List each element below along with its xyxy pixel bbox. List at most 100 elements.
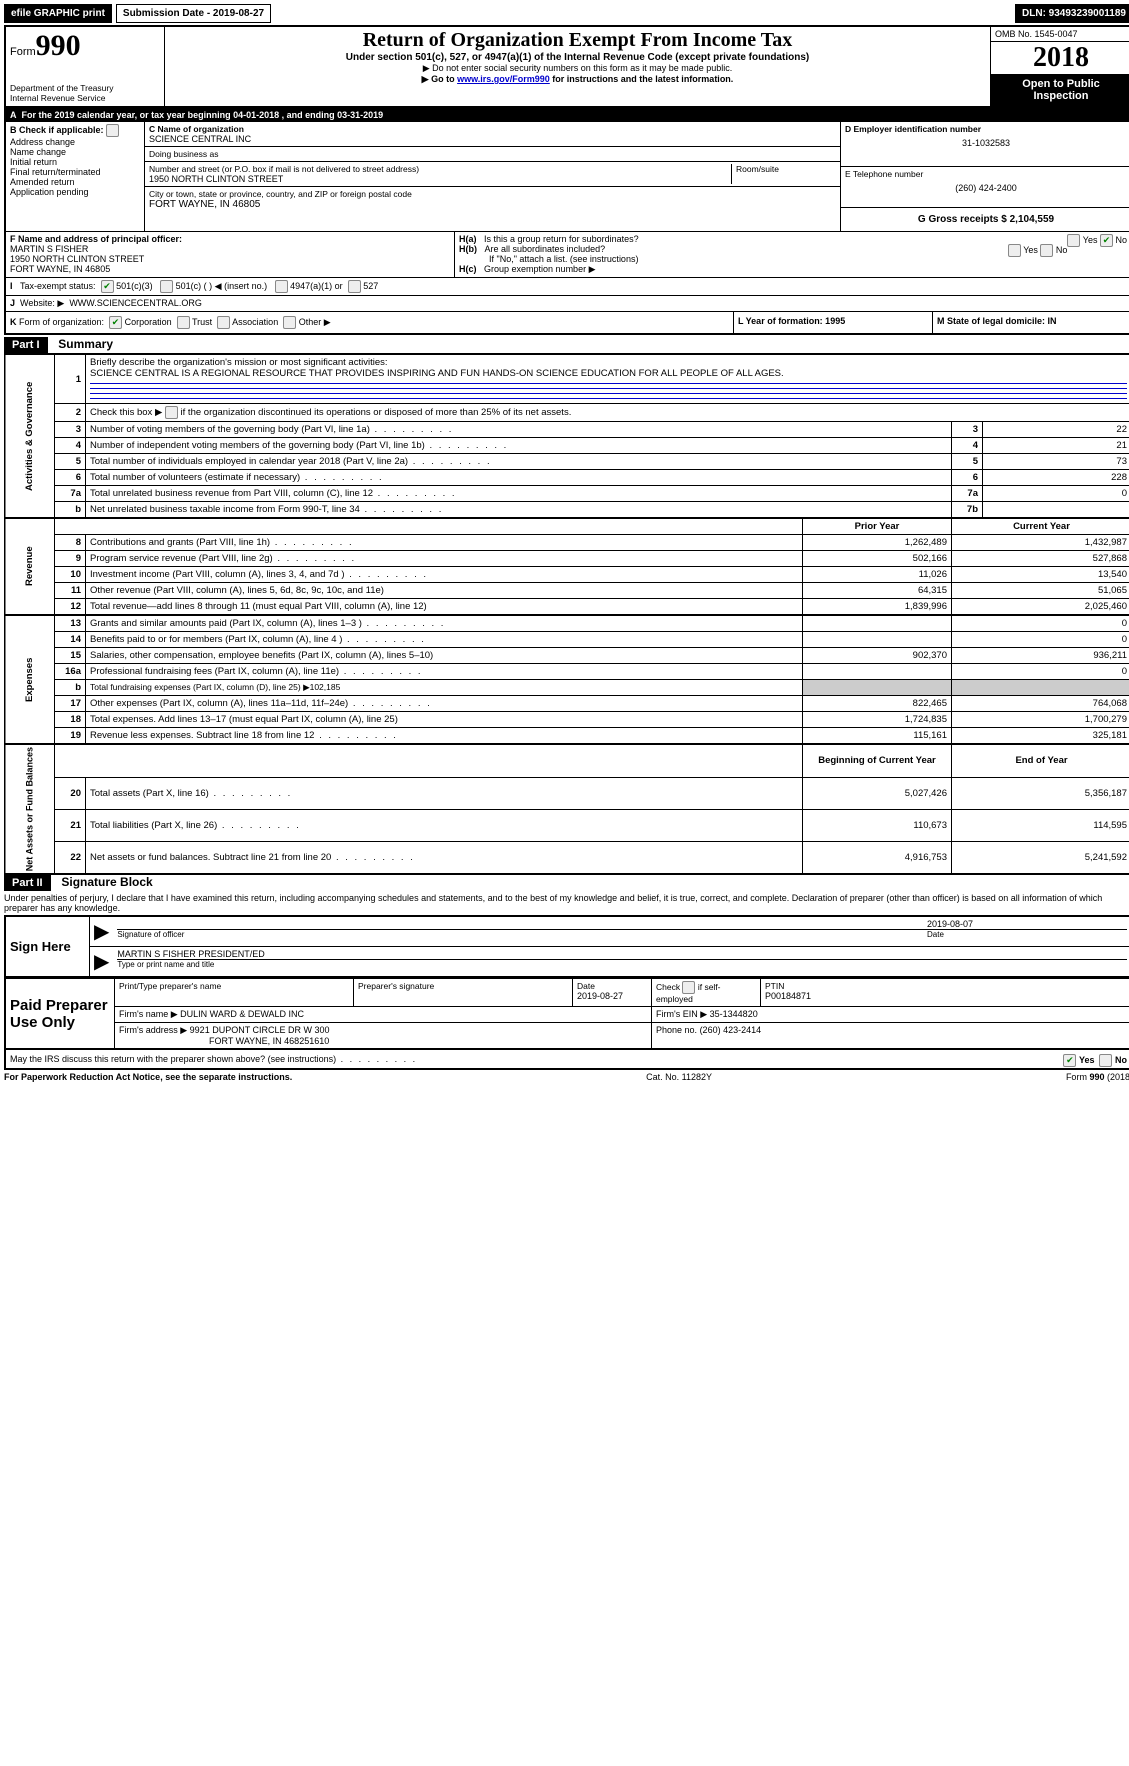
cat-no: Cat. No. 11282Y — [292, 1072, 1066, 1082]
line7a-ref: 7a — [952, 486, 983, 502]
line-16b-num: b — [55, 680, 86, 696]
form-org-label: Form of organization: — [19, 317, 104, 327]
cb-501c3[interactable] — [101, 280, 114, 293]
name-change: Name change — [10, 147, 140, 157]
firm-name-label: Firm's name ▶ — [119, 1009, 178, 1019]
name-arrow: ▶ — [90, 947, 114, 978]
period-text: For the 2019 calendar year, or tax year … — [22, 110, 384, 120]
cb-501c[interactable] — [160, 280, 173, 293]
prep-date-label: Date — [577, 981, 595, 991]
line7a-val: 0 — [983, 486, 1129, 502]
officer-city: FORT WAYNE, IN 46805 — [10, 264, 450, 274]
hb-yes-cb[interactable] — [1008, 244, 1021, 257]
initial-return: Initial return — [10, 157, 140, 167]
line-7b-num: b — [55, 502, 86, 519]
app-pending: Application pending — [10, 187, 140, 197]
line-5-num: 5 — [55, 454, 86, 470]
line21-text: Total liabilities (Part X, line 26) — [90, 820, 301, 831]
cb-corp[interactable] — [109, 316, 122, 329]
part1-title: Summary — [50, 337, 113, 351]
hb-no-cb[interactable] — [1040, 244, 1053, 257]
sign-here-label: Sign Here — [5, 916, 90, 977]
firm-ein: 35-1344820 — [710, 1009, 758, 1019]
line16a-prior — [803, 664, 952, 680]
line2-text: Check this box ▶ if the organization dis… — [90, 407, 571, 418]
cb-4947[interactable] — [275, 280, 288, 293]
line-8-num: 8 — [55, 535, 86, 551]
line4-ref: 4 — [952, 438, 983, 454]
tax-year: 2018 — [991, 42, 1129, 74]
ha-no-cb[interactable] — [1100, 234, 1113, 247]
line19-prior: 115,161 — [803, 728, 952, 745]
cb-assoc[interactable] — [217, 316, 230, 329]
top-bar: efile GRAPHIC print Submission Date - 20… — [4, 4, 1129, 23]
opt-other: Other ▶ — [299, 317, 331, 327]
line13-text: Grants and similar amounts paid (Part IX… — [90, 618, 445, 629]
cb-other[interactable] — [283, 316, 296, 329]
cb-line2[interactable] — [165, 406, 178, 419]
form-title: Return of Organization Exempt From Incom… — [169, 29, 986, 52]
line14-prior — [803, 632, 952, 648]
officer-name: MARTIN S FISHER — [10, 244, 450, 254]
line19-current: 325,181 — [952, 728, 1129, 745]
dba-label: Doing business as — [149, 149, 836, 159]
note-ssn: ▶ Do not enter social security numbers o… — [169, 63, 986, 74]
discuss-no-cb[interactable] — [1099, 1054, 1112, 1067]
phone-label: E Telephone number — [845, 169, 1127, 179]
prep-name-label: Print/Type preparer's name — [119, 981, 221, 991]
line12-current: 2,025,460 — [952, 599, 1129, 616]
form-990: 990 — [36, 29, 81, 62]
ha-yes-cb[interactable] — [1067, 234, 1080, 247]
year-formation: L Year of formation: 1995 — [734, 312, 933, 333]
sig-officer-label: Signature of officer — [117, 930, 927, 939]
org-name: SCIENCE CENTRAL INC — [149, 134, 836, 144]
self-employed-label: Check if self-employed — [656, 982, 721, 1004]
irs-link[interactable]: www.irs.gov/Form990 — [457, 74, 550, 84]
ptin-value: P00184871 — [765, 991, 811, 1001]
ptin-label: PTIN — [765, 981, 784, 991]
period-row: A For the 2019 calendar year, or tax yea… — [6, 108, 1129, 122]
preparer-table: Paid Preparer Use Only Print/Type prepar… — [4, 978, 1129, 1050]
prep-sig-label: Preparer's signature — [358, 981, 434, 991]
line3-ref: 3 — [952, 422, 983, 438]
line-12-num: 12 — [55, 599, 86, 616]
line11-current: 51,065 — [952, 583, 1129, 599]
cb-527[interactable] — [348, 280, 361, 293]
line17-text: Other expenses (Part IX, column (A), lin… — [90, 698, 432, 709]
section-a: A For the 2019 calendar year, or tax yea… — [4, 108, 1129, 335]
prep-date: 2019-08-27 — [577, 991, 623, 1001]
line8-prior: 1,262,489 — [803, 535, 952, 551]
discuss-text: May the IRS discuss this return with the… — [10, 1054, 417, 1064]
line22-text: Net assets or fund balances. Subtract li… — [90, 852, 415, 863]
link-prefix: ▶ Go to — [422, 74, 457, 84]
line4-val: 21 — [983, 438, 1129, 454]
form-subtitle: Under section 501(c), 527, or 4947(a)(1)… — [169, 52, 986, 63]
line1-label: Briefly describe the organization's miss… — [90, 357, 388, 368]
org-name-label: C Name of organization — [149, 124, 836, 134]
irs-label: Internal Revenue Service — [10, 93, 160, 103]
part1-header: Part I — [4, 337, 48, 353]
addr-change: Address change — [10, 137, 140, 147]
cb-trust[interactable] — [177, 316, 190, 329]
cb-self-emp[interactable] — [682, 981, 695, 994]
ha-label: H(a) — [459, 234, 477, 244]
line-1-num: 1 — [55, 354, 86, 404]
line8-text: Contributions and grants (Part VIII, lin… — [90, 537, 354, 548]
checkbox-applicable[interactable] — [106, 124, 119, 137]
line-4-num: 4 — [55, 438, 86, 454]
line19-text: Revenue less expenses. Subtract line 18 … — [90, 730, 398, 741]
firm-name: DULIN WARD & DEWALD INC — [180, 1009, 304, 1019]
part2-title: Signature Block — [53, 875, 152, 889]
line4-text: Number of independent voting members of … — [90, 440, 508, 451]
gross-receipts: G Gross receipts $ 2,104,559 — [918, 214, 1054, 225]
tax-status-label: Tax-exempt status: — [20, 281, 96, 291]
officer-street: 1950 NORTH CLINTON STREET — [10, 254, 450, 264]
firm-phone-label: Phone no. — [656, 1025, 697, 1035]
sign-arrow: ▶ — [90, 916, 114, 947]
link-suffix: for instructions and the latest informat… — [550, 74, 734, 84]
name-title-label: Type or print name and title — [117, 960, 1127, 969]
efile-btn[interactable]: efile GRAPHIC print — [4, 4, 112, 23]
line-9-num: 9 — [55, 551, 86, 567]
discuss-yes-cb[interactable] — [1063, 1054, 1076, 1067]
firm-addr-label: Firm's address ▶ — [119, 1025, 187, 1035]
